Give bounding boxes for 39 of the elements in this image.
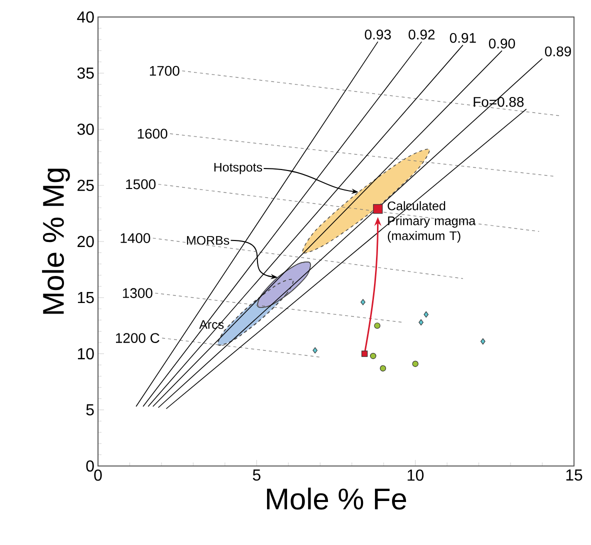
point	[370, 352, 376, 360]
point	[380, 365, 386, 372]
point	[312, 347, 318, 354]
point	[480, 338, 486, 344]
series-label: 1500	[126, 179, 156, 190]
series-label: 1300	[122, 288, 152, 298]
point	[361, 350, 368, 357]
y-tick-label: 15	[78, 292, 94, 304]
series-label: 1400	[120, 233, 150, 244]
series-label: 0.89	[545, 46, 571, 56]
point	[374, 322, 380, 329]
text: MORBs	[187, 236, 230, 245]
y-tick-label: 20	[78, 236, 94, 248]
y-tick-label: 35	[77, 67, 94, 79]
series-label: 1200 C	[116, 333, 160, 343]
point	[424, 311, 429, 318]
x-axis-title: Mole % Fe	[267, 488, 406, 510]
text: Hotspots	[214, 162, 262, 174]
y-tick-label: 40	[77, 11, 94, 23]
point	[418, 319, 424, 326]
y-axis-title: Mole % Mg	[42, 168, 70, 314]
point	[360, 299, 366, 306]
y-tick-label: 30	[77, 124, 94, 135]
series-label: 0.91	[450, 32, 476, 43]
x-tick-label: 0	[94, 470, 102, 481]
series-label: 1700	[150, 66, 180, 76]
y-tick-label: 5	[86, 404, 94, 416]
y-tick-label: 10	[78, 348, 94, 360]
series-label: 0.93	[364, 30, 391, 40]
point	[373, 204, 383, 214]
x-tick-label: 5	[252, 470, 260, 481]
x-tick-label: 10	[408, 470, 424, 481]
y-tick-label: 0	[86, 460, 94, 472]
series-label: 0.92	[408, 30, 435, 40]
series-label: 0.90	[488, 38, 515, 48]
point	[412, 360, 418, 367]
series-label: 1600	[138, 128, 168, 139]
x-tick-label: 15	[566, 470, 582, 481]
y-tick-label: 25	[78, 180, 94, 192]
